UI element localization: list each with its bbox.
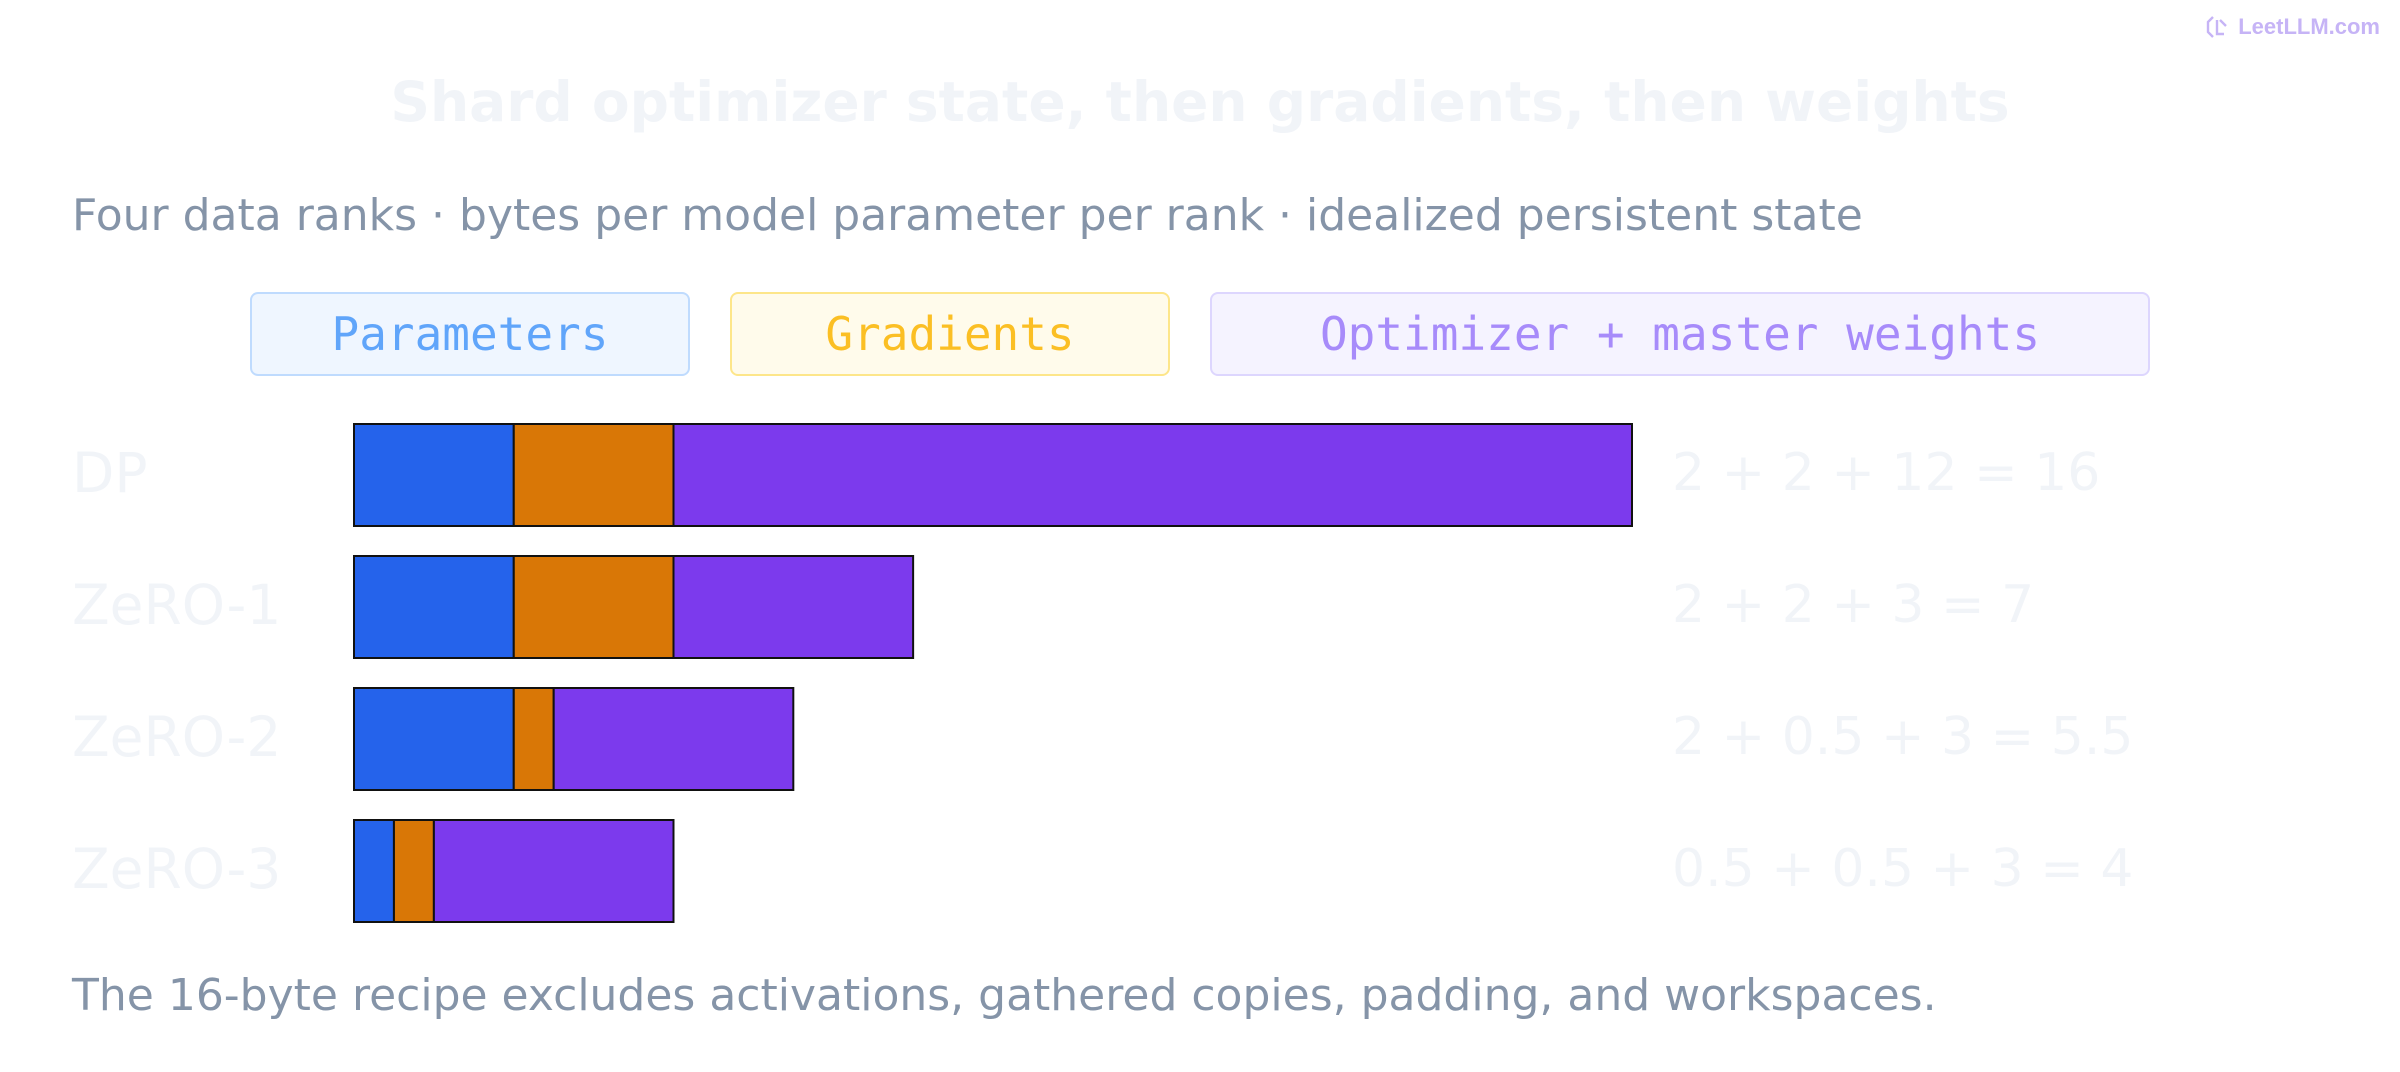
bar-zero-2-gradients [512, 687, 555, 791]
bar-dp-optimizer [672, 423, 1633, 527]
bar-dp-gradients [512, 423, 675, 527]
legend-label-gradients: Gradients [825, 307, 1075, 361]
row-label-zero-3: ZeRO-3 [72, 837, 282, 901]
row-label-zero-2: ZeRO-2 [72, 705, 282, 769]
row-label-dp: DP [72, 441, 148, 505]
bar-dp-parameters [353, 423, 515, 527]
bar-zero-1-optimizer [672, 555, 915, 659]
bar-zero-1-parameters [353, 555, 515, 659]
brand-text: LeetLLM.com [2238, 14, 2380, 39]
bar-zero-3-gradients [392, 819, 435, 923]
bar-zero-2-optimizer [552, 687, 795, 791]
bar-zero-2-parameters [353, 687, 515, 791]
row-equation-zero-2: 2 + 0.5 + 3 = 5.5 [1672, 707, 2134, 767]
chart-subtitle: Four data ranks · bytes per model parame… [72, 190, 1863, 241]
legend-item-parameters: Parameters [250, 292, 690, 376]
chart-title: Shard optimizer state, then gradients, t… [390, 70, 2010, 134]
legend-label-optimizer: Optimizer + master weights [1319, 307, 2041, 361]
row-equation-zero-3: 0.5 + 0.5 + 3 = 4 [1672, 839, 2134, 899]
brand-watermark: LeetLLM.com [2204, 14, 2380, 40]
brand-logo-icon [2207, 16, 2228, 38]
row-equation-dp: 2 + 2 + 12 = 16 [1672, 443, 2101, 503]
legend-label-parameters: Parameters [331, 307, 609, 361]
bar-zero-3-optimizer [432, 819, 675, 923]
chart-footnote: The 16-byte recipe excludes activations,… [72, 970, 1937, 1021]
legend-item-optimizer: Optimizer + master weights [1210, 292, 2150, 376]
bar-zero-1-gradients [512, 555, 675, 659]
legend-item-gradients: Gradients [730, 292, 1170, 376]
row-equation-zero-1: 2 + 2 + 3 = 7 [1672, 575, 2035, 635]
row-label-zero-1: ZeRO-1 [72, 573, 282, 637]
bar-zero-3-parameters [353, 819, 395, 923]
